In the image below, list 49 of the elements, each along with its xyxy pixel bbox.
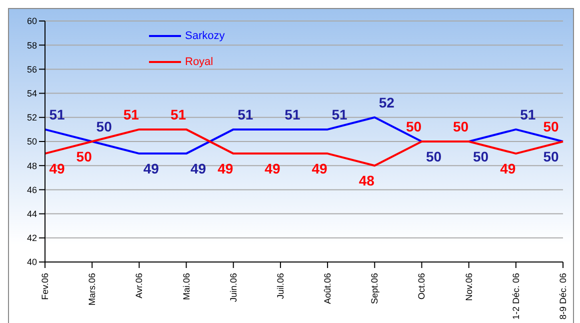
- data-label: 49: [312, 160, 328, 177]
- data-label: 50: [76, 148, 92, 164]
- data-label: 51: [170, 106, 186, 122]
- data-label: 50: [96, 118, 112, 134]
- data-label: 51: [49, 106, 65, 122]
- y-tick-label: 44: [26, 208, 37, 219]
- x-tick-label: Mars.06: [87, 273, 98, 306]
- data-label: 51: [123, 106, 140, 122]
- data-label: 50: [406, 118, 422, 134]
- x-tick-label: 8-9 Déc. 06: [558, 273, 568, 320]
- legend-label: Sarkozy: [185, 30, 225, 42]
- y-tick-label: 42: [26, 233, 37, 244]
- x-tick-label: Juil.06: [275, 273, 286, 300]
- y-tick-label: 50: [26, 136, 37, 147]
- data-label: 50: [473, 148, 489, 164]
- data-label: 52: [378, 94, 395, 110]
- y-tick-label: 46: [26, 184, 37, 195]
- data-label: 49: [218, 160, 234, 177]
- data-label: 50: [543, 148, 559, 164]
- x-tick-label: Mai.06: [181, 273, 192, 300]
- data-label: 49: [49, 160, 65, 177]
- y-tick-label: 54: [26, 88, 37, 98]
- x-tick-label: Avr.06: [134, 273, 144, 298]
- x-tick-label: Sept.06: [370, 273, 380, 304]
- data-label: 49: [264, 160, 280, 177]
- data-label: 50: [543, 118, 559, 134]
- data-label: 51: [332, 106, 348, 122]
- x-tick-label: Nov.06: [464, 273, 474, 301]
- y-tick-label: 52: [26, 112, 37, 123]
- data-label: 49: [143, 160, 160, 177]
- data-label: 51: [238, 106, 254, 122]
- y-tick-label: 48: [26, 160, 37, 171]
- x-tick-label: Juin.06: [228, 273, 238, 302]
- data-label: 49: [500, 160, 516, 177]
- data-label: 49: [190, 160, 206, 177]
- y-tick-label: 56: [26, 64, 37, 74]
- data-label: 51: [284, 106, 300, 122]
- x-tick-label: Fev.06: [40, 273, 50, 300]
- x-tick-label: 1-2 Déc. 06: [510, 273, 521, 320]
- y-tick-label: 60: [26, 16, 37, 26]
- x-tick-label: Oct.06: [416, 273, 427, 300]
- data-label: 48: [358, 172, 375, 189]
- y-tick-label: 58: [26, 40, 37, 50]
- data-label: 50: [426, 148, 442, 164]
- y-tick-label: 40: [26, 257, 37, 268]
- data-label: 51: [520, 106, 536, 122]
- x-tick-label: Août.06: [322, 273, 333, 304]
- data-label: 50: [453, 118, 469, 134]
- legend-label: Royal: [185, 56, 214, 68]
